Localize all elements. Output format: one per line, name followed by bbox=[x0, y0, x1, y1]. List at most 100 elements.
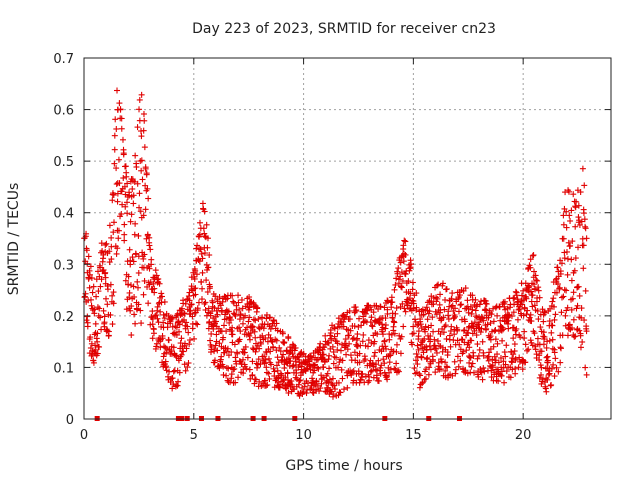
data-point bbox=[372, 317, 379, 324]
data-point bbox=[356, 315, 363, 322]
data-point bbox=[223, 348, 230, 355]
data-point bbox=[204, 244, 211, 251]
data-point bbox=[157, 308, 164, 315]
data-point bbox=[203, 277, 210, 284]
data-point bbox=[384, 306, 391, 313]
data-point bbox=[398, 283, 405, 290]
data-point bbox=[375, 378, 382, 385]
data-point bbox=[486, 349, 493, 356]
data-point bbox=[464, 297, 471, 304]
data-point bbox=[442, 359, 449, 366]
data-point bbox=[275, 359, 282, 366]
data-point bbox=[531, 302, 538, 309]
data-point bbox=[373, 361, 380, 368]
data-point bbox=[548, 381, 555, 388]
data-point bbox=[319, 351, 326, 358]
data-point bbox=[409, 286, 416, 293]
data-point bbox=[155, 300, 162, 307]
data-point bbox=[181, 361, 188, 368]
data-point bbox=[564, 304, 571, 311]
data-point bbox=[337, 389, 344, 396]
data-point bbox=[183, 345, 190, 352]
data-point bbox=[534, 335, 541, 342]
data-point bbox=[271, 368, 278, 375]
data-point bbox=[426, 364, 433, 371]
x-tick-label: 10 bbox=[295, 428, 312, 443]
data-point bbox=[500, 364, 507, 371]
data-point bbox=[141, 117, 148, 124]
data-point bbox=[451, 313, 458, 320]
data-point bbox=[201, 250, 208, 257]
data-point bbox=[90, 283, 97, 290]
data-point bbox=[137, 307, 144, 314]
data-point bbox=[176, 328, 183, 335]
data-point bbox=[484, 354, 491, 361]
data-point bbox=[563, 224, 570, 231]
data-point bbox=[114, 245, 121, 252]
data-point bbox=[86, 284, 93, 291]
data-point bbox=[160, 311, 167, 318]
data-point bbox=[118, 188, 125, 195]
data-point bbox=[433, 282, 440, 289]
data-point bbox=[423, 356, 430, 363]
data-point bbox=[182, 340, 189, 347]
data-point bbox=[580, 210, 587, 217]
data-point bbox=[386, 369, 393, 376]
data-point bbox=[300, 388, 307, 395]
data-point bbox=[414, 361, 421, 368]
data-point bbox=[440, 329, 447, 336]
data-point bbox=[559, 332, 566, 339]
data-point bbox=[205, 305, 212, 312]
data-point bbox=[397, 273, 404, 280]
data-point bbox=[470, 352, 477, 359]
data-point bbox=[214, 347, 221, 354]
data-point bbox=[414, 322, 421, 329]
data-point bbox=[475, 373, 482, 380]
data-point bbox=[383, 345, 390, 352]
data-point bbox=[258, 340, 265, 347]
data-point bbox=[246, 336, 253, 343]
data-point bbox=[583, 371, 590, 378]
data-point bbox=[422, 328, 429, 335]
data-point bbox=[536, 374, 543, 381]
data-point bbox=[198, 296, 205, 303]
data-point bbox=[236, 316, 243, 323]
data-point bbox=[124, 210, 131, 217]
data-point bbox=[541, 333, 548, 340]
data-point bbox=[441, 306, 448, 313]
data-point bbox=[107, 281, 114, 288]
data-point bbox=[135, 232, 142, 239]
data-point bbox=[527, 311, 534, 318]
data-point bbox=[359, 338, 366, 345]
data-point bbox=[501, 379, 508, 386]
data-point bbox=[142, 182, 149, 189]
data-point bbox=[448, 323, 455, 330]
data-point bbox=[182, 367, 189, 374]
data-point bbox=[183, 296, 190, 303]
data-point bbox=[574, 302, 581, 309]
data-point bbox=[214, 311, 221, 318]
data-point bbox=[513, 292, 520, 299]
data-point bbox=[527, 264, 534, 271]
data-point bbox=[503, 368, 510, 375]
data-point bbox=[282, 374, 289, 381]
x-tick-label: 15 bbox=[405, 428, 422, 443]
data-point bbox=[252, 376, 259, 383]
data-point bbox=[150, 280, 157, 287]
data-point bbox=[400, 242, 407, 249]
data-point bbox=[577, 344, 584, 351]
data-point bbox=[563, 307, 570, 314]
data-point bbox=[246, 314, 253, 321]
data-point bbox=[170, 368, 177, 375]
data-point bbox=[335, 315, 342, 322]
data-point bbox=[264, 381, 271, 388]
data-point bbox=[109, 292, 116, 299]
data-point bbox=[131, 293, 138, 300]
data-point bbox=[235, 337, 242, 344]
data-point bbox=[249, 345, 256, 352]
data-point bbox=[483, 300, 490, 307]
data-point bbox=[523, 295, 530, 302]
data-point bbox=[345, 332, 352, 339]
data-point bbox=[568, 325, 575, 332]
data-point bbox=[270, 344, 277, 351]
